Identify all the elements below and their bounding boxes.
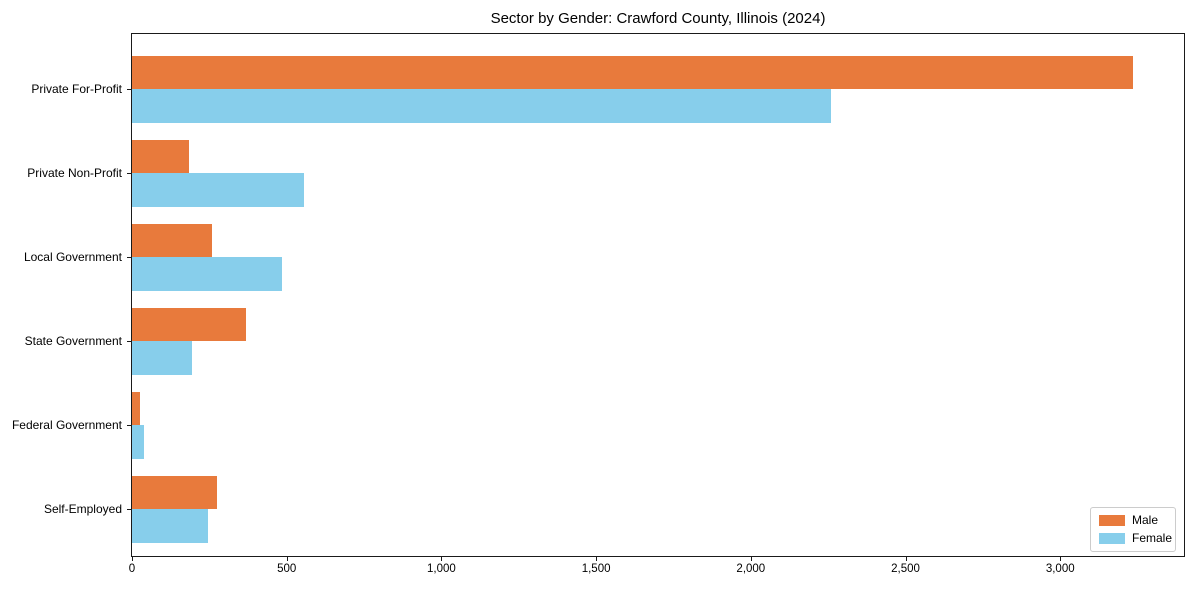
x-tick-label: 500 [277,563,297,575]
bar-female-0 [132,89,832,123]
bar-female-4 [132,425,145,459]
x-tick-mark [905,557,907,561]
bar-female-5 [132,509,208,543]
y-axis-label: Private Non-Profit [27,166,122,180]
bar-female-1 [132,173,304,207]
legend-label-male: Male [1132,513,1159,527]
legend-item-female: Female [1099,532,1172,545]
chart-title: Sector by Gender: Crawford County, Illin… [490,10,826,27]
x-tick-mark [286,557,288,561]
legend-item-male: Male [1099,514,1167,527]
x-tick-label: 0 [128,563,136,575]
x-tick-label: 1,000 [427,563,456,575]
bar-male-0 [132,55,1133,89]
y-tick-mark [127,89,131,90]
legend-label-female: Female [1132,531,1173,545]
x-tick-mark [441,557,443,561]
bar-female-2 [132,257,283,291]
y-axis-label: Private For-Profit [31,82,122,96]
bar-male-1 [132,139,190,173]
x-tick-label: 1,500 [581,563,611,575]
y-tick-mark [127,257,131,258]
x-tick-mark [596,557,598,561]
x-tick-label: 3,000 [1045,563,1075,575]
x-tick-mark [1060,557,1062,561]
bar-male-5 [132,475,218,509]
x-tick-label: 2,500 [891,563,920,575]
bar-female-3 [132,341,193,375]
female-swatch-icon [1099,533,1125,544]
y-axis-label: Self-Employed [43,502,122,516]
bar-male-4 [132,391,140,425]
plot-area [131,33,1185,557]
y-tick-mark [127,425,131,426]
y-tick-mark [127,173,131,174]
legend: Male Female [1090,507,1176,552]
y-axis-label: Local Government [23,250,122,264]
y-tick-mark [127,341,131,342]
bar-male-3 [132,307,247,341]
x-tick-mark [750,557,752,561]
male-swatch-icon [1099,515,1125,526]
y-tick-mark [127,509,131,510]
y-axis-label: State Government [24,334,122,348]
bar-male-2 [132,223,213,257]
x-tick-label: 2,000 [736,563,766,575]
y-axis-label: Federal Government [11,418,122,432]
x-tick-mark [132,557,133,561]
